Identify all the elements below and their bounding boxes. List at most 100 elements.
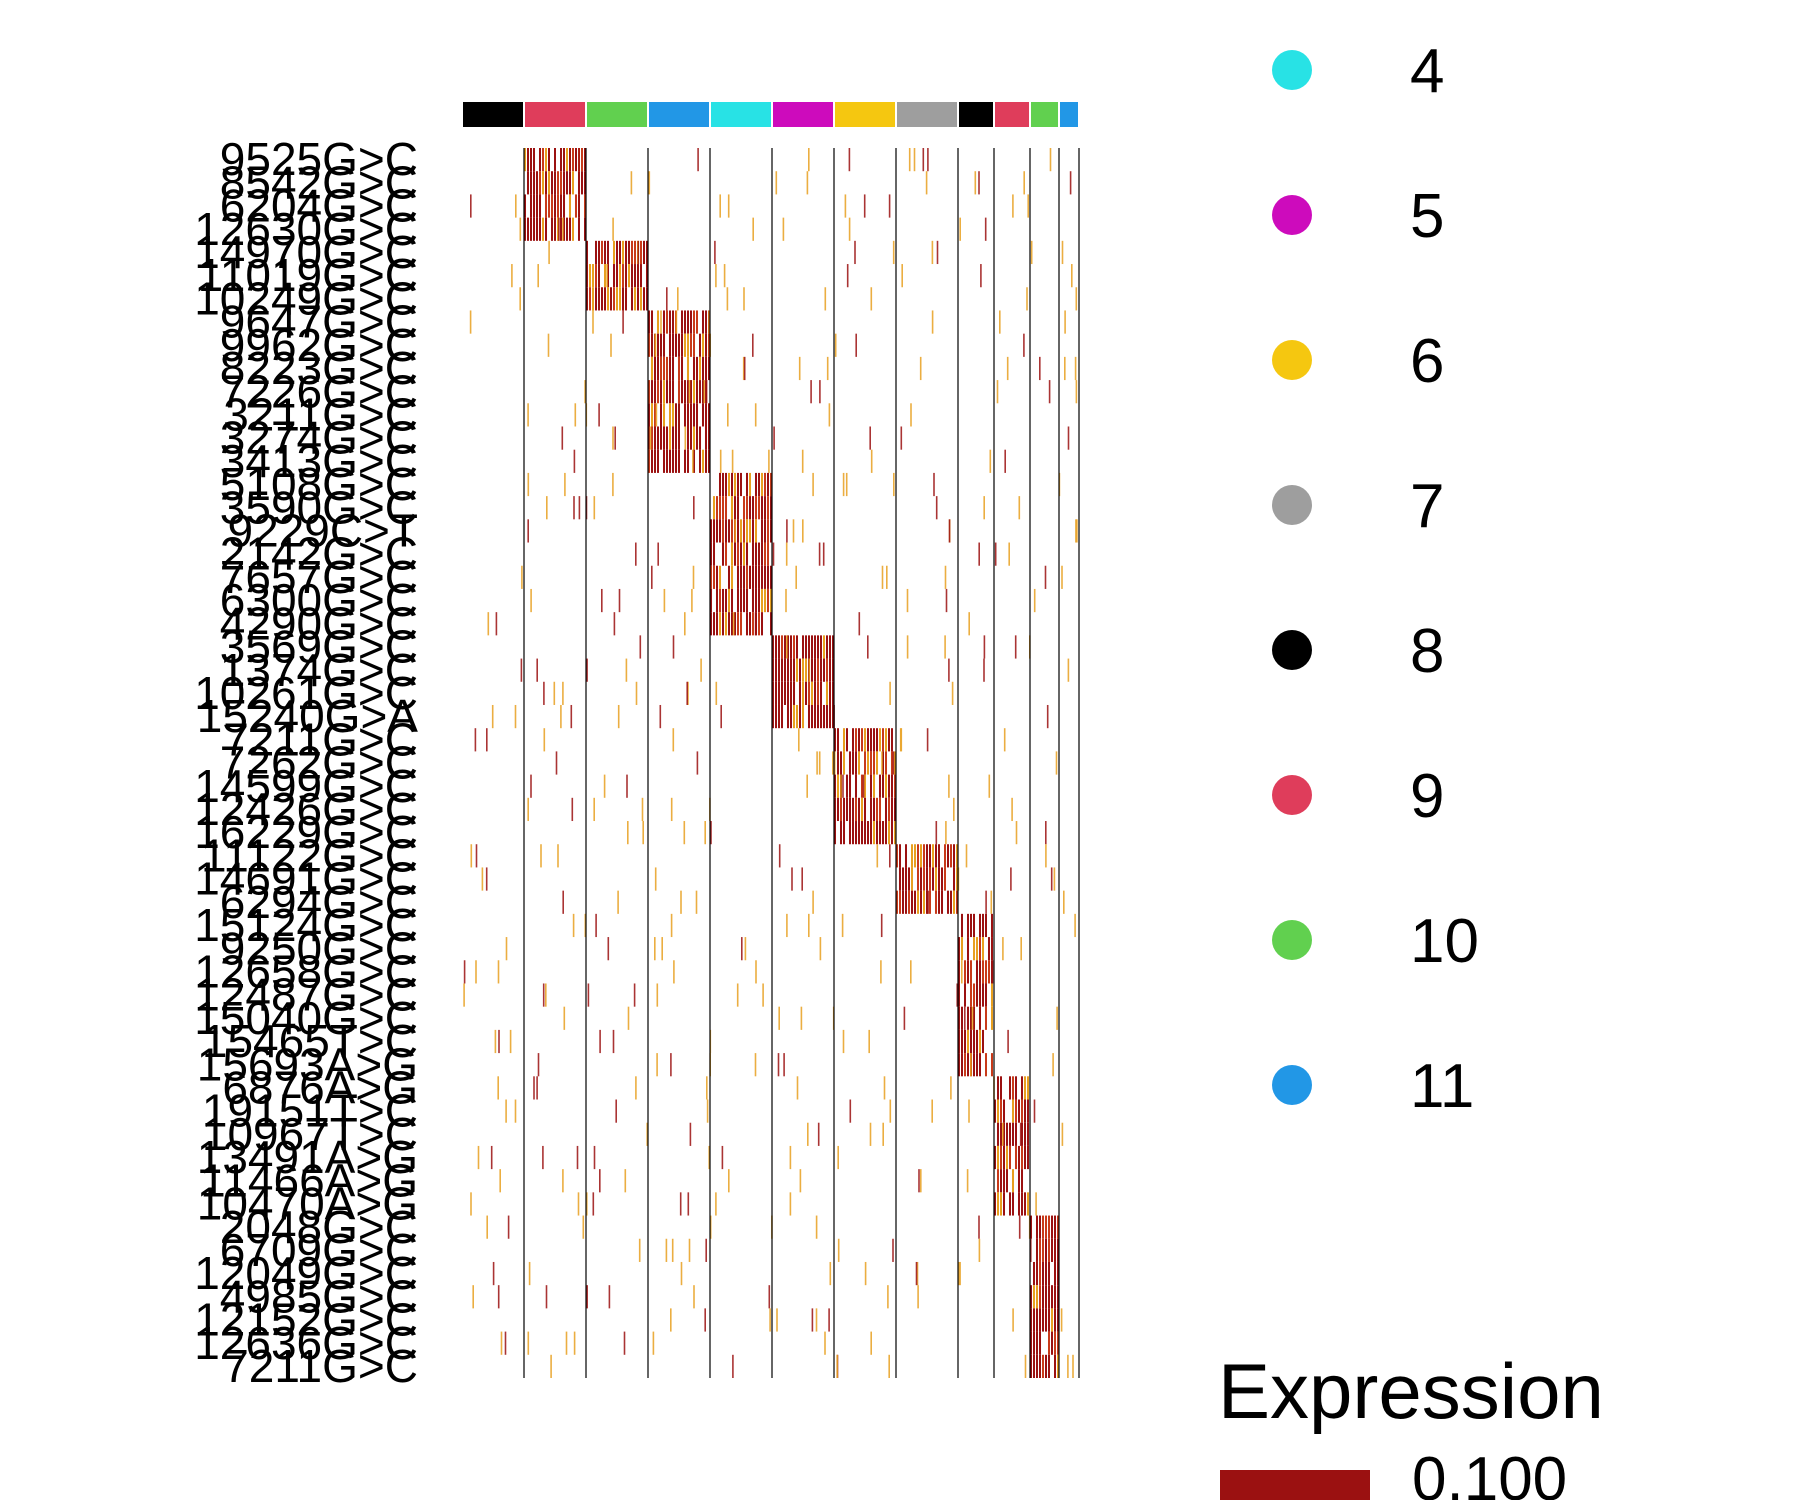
heatmap-cell [601,240,603,265]
heatmap-cell [693,310,695,334]
heatmap-cell [660,426,662,450]
heatmap-cell [470,1192,472,1216]
heatmap-cell [1002,1122,1004,1146]
heatmap-cell [1026,287,1028,311]
heatmap-cell [979,937,981,961]
heatmap-cell [592,1192,595,1216]
heatmap-cell [775,635,777,659]
row-label: 6709G>C [220,1224,418,1276]
heatmap-cell [843,821,845,845]
heatmap-cell [719,449,722,473]
heatmap-cell [699,380,701,404]
heatmap-cell [673,960,675,984]
heatmap-cell [1057,1261,1059,1286]
heatmap-cell [731,519,733,543]
row-label: 10249G>C [194,273,418,325]
row-label: 15693A>G [197,1038,418,1090]
heatmap-cell [973,1029,975,1054]
heatmap-cell [572,913,575,938]
heatmap-cell [740,542,742,566]
heatmap-cell [1036,1215,1038,1239]
heatmap-cell [1024,1354,1027,1378]
heatmap-cell [725,542,727,566]
heatmap-cell [817,658,819,682]
heatmap-cell [879,821,881,845]
heatmap-cell [991,937,993,961]
heatmap-cell [548,148,550,172]
heatmap-cell [953,797,955,822]
heatmap-cell [786,519,788,543]
heatmap-cell [970,1029,972,1054]
heatmap-cell [817,635,819,659]
heatmap-cell [463,983,465,1007]
heatmap-cell [1054,1261,1056,1286]
heatmap-cell [527,217,529,241]
heatmap-cell [536,217,538,241]
heatmap-cell [1042,1308,1044,1332]
heatmap-cell [1057,1215,1059,1239]
heatmap-cell [566,148,568,172]
heatmap-cell [810,380,812,404]
row-label: 8542G>C [220,156,418,208]
heatmap-cell [1042,1261,1044,1286]
heatmap-cell [646,287,648,311]
heatmap-cell [669,403,671,427]
heatmap-cell [607,240,609,265]
heatmap-cell [627,821,629,845]
heatmap-cell [1045,1285,1047,1309]
heatmap-cell [616,240,618,265]
heatmap-cell [1057,1354,1059,1378]
heatmap-cell [660,310,662,334]
heatmap-cell [1039,1238,1041,1262]
heatmap-cell [910,960,912,984]
heatmap-cell [573,496,575,520]
heatmap-cell [802,704,804,729]
heatmap-cell [840,821,842,845]
heatmap-cell [820,704,822,729]
heatmap-cell [1030,1238,1032,1262]
heatmap-cell [956,983,958,1007]
heatmap-cell [873,821,875,845]
heatmap-cell [542,983,545,1007]
heatmap-cell [811,681,813,705]
heatmap-cell [475,844,478,868]
heatmap-cell [775,681,777,705]
heatmap-cell [929,890,931,914]
heatmap-cell [915,1261,918,1286]
heatmap-cell [852,821,854,845]
heatmap-cell [607,287,609,311]
heatmap-cell [545,194,547,218]
heatmap-cell [666,287,668,311]
heatmap-cell [737,472,739,497]
heatmap-cell [618,588,621,613]
heatmap-cell [970,913,972,938]
legend-label-8: 8 [1410,617,1444,686]
heatmap-cell [834,821,836,845]
heatmap-cell [1052,1053,1054,1077]
legend-label-5: 5 [1410,182,1444,251]
heatmap-cell [870,774,872,798]
heatmap-cell [1006,1122,1008,1146]
heatmap-cell [823,635,825,659]
heatmap-cell [891,728,893,752]
heatmap-cell [870,728,872,752]
heatmap-cell [979,983,981,1007]
heatmap-cell [997,1169,999,1193]
heatmap-cell [964,1029,966,1054]
heatmap-cell [663,403,665,427]
heatmap-cell [978,1215,980,1239]
heatmap-cell [802,658,804,682]
row-label: 10470A>G [197,1178,418,1230]
heatmap-cell [533,194,535,218]
heatmap-cell [731,472,733,497]
heatmap-cell [1033,588,1036,613]
heatmap-cell [894,797,896,822]
heatmap-cell [641,797,644,822]
heatmap-cell [520,658,523,682]
heatmap-cell [527,797,529,822]
heatmap-cell [743,588,745,613]
heatmap-cell [1075,287,1078,311]
heatmap-cell [586,1192,588,1216]
heatmap-cell [603,774,606,798]
